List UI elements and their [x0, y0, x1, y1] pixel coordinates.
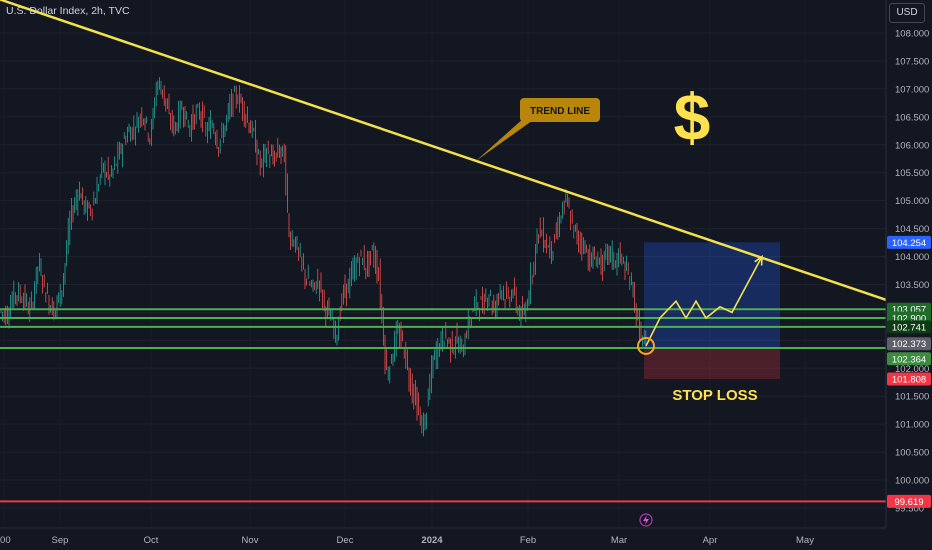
trend-layer — [0, 0, 891, 303]
price-tick-label: 104.500 — [895, 224, 929, 235]
price-tick-label: 101.000 — [895, 420, 929, 431]
grid-layer — [0, 32, 886, 509]
price-tick-label: 105.000 — [895, 196, 929, 207]
time-tick-label: Oct — [144, 535, 159, 546]
price-tick-label: 101.500 — [895, 392, 929, 403]
price-label-text: 102.900 — [892, 314, 926, 325]
price-tick-label: 107.000 — [895, 84, 929, 95]
price-axis-bg — [886, 0, 932, 550]
time-tick-label: Sep — [52, 535, 69, 546]
price-label-box — [887, 337, 931, 351]
lightning-icon — [639, 513, 653, 527]
time-tick-label: Nov — [242, 535, 259, 546]
horizontal-levels — [0, 308, 886, 503]
time-tick-label: Dec — [337, 535, 354, 546]
stop-zone — [644, 347, 780, 380]
price-label-text: 102.373 — [892, 339, 926, 350]
price-tick-label: 100.500 — [895, 448, 929, 459]
price-axis: 108.000 107.500 107.000 106.500 106.000 105.5… — [885, 0, 932, 550]
trend-line-callout — [520, 98, 600, 122]
price-label-box — [887, 352, 931, 366]
time-tick-label: Feb — [520, 535, 536, 546]
price-label-box — [887, 320, 931, 334]
price-label-box — [887, 494, 931, 508]
annotation-layer: TREND LINE $ STOP LOSS — [476, 80, 758, 527]
lightning-bolt — [643, 515, 649, 525]
price-label-text: 103.057 — [892, 305, 926, 316]
position-zones — [644, 242, 780, 380]
stop-loss-label: STOP LOSS — [672, 387, 757, 404]
entry-marker — [637, 336, 655, 355]
trend-line-label: TREND LINE — [530, 106, 590, 117]
currency-button[interactable]: USD — [889, 3, 925, 23]
time-tick-label: 2024 — [421, 535, 443, 546]
time-tick-label: Apr — [703, 535, 718, 546]
price-label-text: 101.808 — [892, 375, 926, 386]
price-label-text: 104.254 — [892, 238, 926, 249]
projection-layer — [637, 254, 763, 355]
price-label-text: 99.619 — [894, 497, 923, 508]
price-tick-label: 100.000 — [895, 476, 929, 487]
time-tick-label: Mar — [611, 535, 627, 546]
trend-line — [0, 0, 891, 303]
price-tick-label: 108.000 — [895, 29, 929, 40]
price-tick-label: 107.500 — [895, 56, 929, 67]
price-tick-label: 99.500 — [895, 504, 924, 515]
price-series — [0, 77, 647, 437]
price-tick-label: 102.000 — [895, 364, 929, 375]
projection-path — [645, 256, 763, 347]
price-label-box — [887, 235, 931, 249]
callout-pointer — [476, 118, 536, 161]
time-axis: :00 Sep Oct Nov Dec 2024 Feb Mar Apr May — [0, 527, 886, 546]
time-tick-label: :00 — [0, 535, 11, 546]
time-tick-label: May — [796, 535, 814, 546]
projection-arrowhead — [754, 254, 763, 266]
price-label-text: 102.741 — [892, 322, 926, 333]
dollar-sign: $ — [674, 80, 711, 154]
price-tick-label: 103.500 — [895, 280, 929, 291]
price-tick-label: 106.000 — [895, 140, 929, 151]
symbol-info: U.S. Dollar Index, 2h, TVC — [6, 5, 130, 17]
price-tick-label: 105.500 — [895, 168, 929, 179]
price-tick-label: 106.500 — [895, 112, 929, 123]
price-label-box — [887, 372, 931, 386]
price-tick-label: 104.000 — [895, 252, 929, 263]
price-label-text: 102.364 — [892, 354, 926, 365]
